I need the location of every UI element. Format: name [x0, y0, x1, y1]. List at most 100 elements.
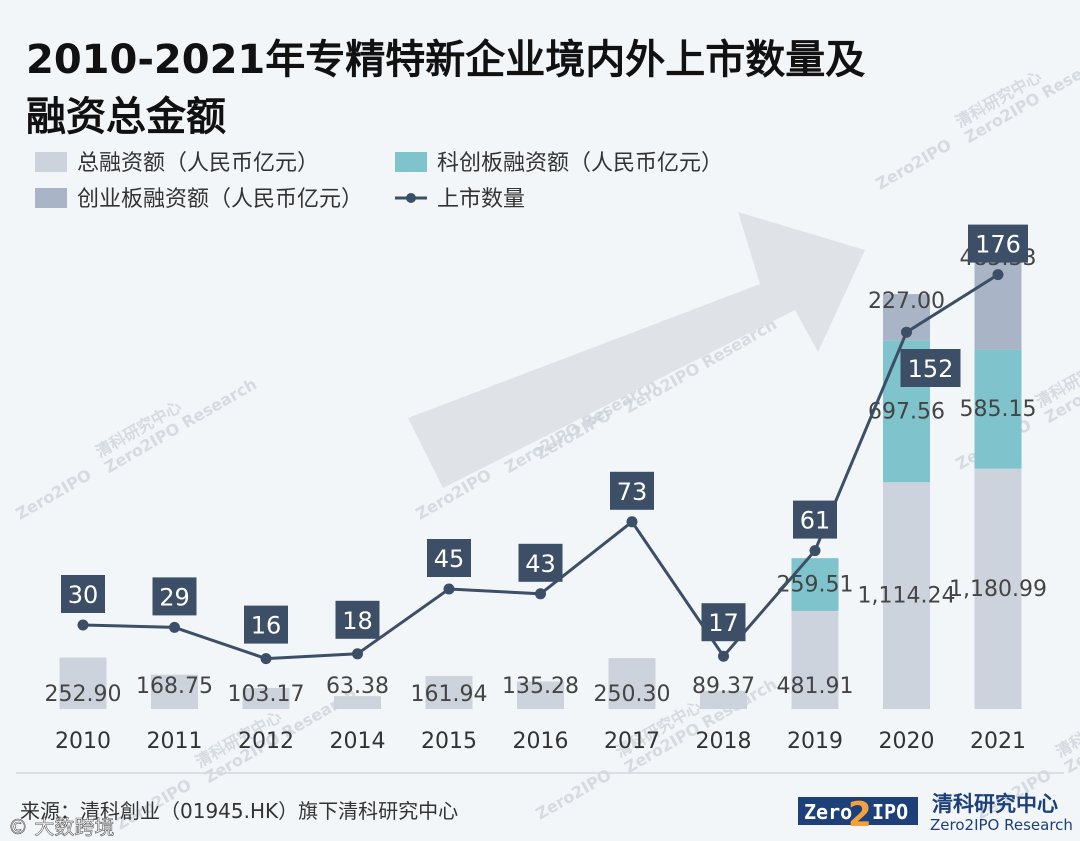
- line-point: [77, 619, 89, 631]
- bar-total: [151, 674, 198, 709]
- line-point: [352, 648, 363, 660]
- count-badge: 29: [152, 577, 197, 616]
- legend-label: 科创板融资额（人民币亿元）: [437, 151, 723, 176]
- count-badge-label: 43: [525, 550, 556, 578]
- data-label-total: 252.90: [45, 682, 122, 707]
- count-badge: 152: [900, 349, 961, 387]
- bar-star: [974, 349, 1022, 469]
- x-tick-label: 2017: [604, 729, 660, 754]
- count-badge-label: 29: [159, 583, 190, 611]
- count-badge: 73: [610, 471, 654, 510]
- legend-item-star: 科创板融资额（人民币亿元）: [395, 151, 723, 176]
- chart-title-line-1: 2010-2021年专精特新企业境内外上市数量及: [26, 37, 865, 83]
- count-badge-box: [244, 605, 288, 644]
- data-label-total: 89.37: [692, 674, 755, 699]
- count-badge: 43: [518, 543, 563, 582]
- bar-total: [517, 681, 564, 709]
- count-badge-box: [968, 224, 1028, 263]
- bar-total: [334, 696, 381, 709]
- bar-gem: [974, 250, 1022, 350]
- x-axis: 2010 2011 2012 2014 2015 2016 2017 2018 2019 2020…: [55, 729, 1026, 754]
- chart-title-line-2: 融资总金额: [26, 94, 226, 140]
- line-point: [626, 516, 638, 528]
- count-badge-box: [427, 539, 471, 577]
- bar-total: [425, 676, 473, 709]
- x-tick-label: 2016: [513, 729, 569, 754]
- count-badge-box: [793, 500, 837, 539]
- watermark-logo: Zero2IPO: [533, 765, 615, 823]
- line-point: [718, 650, 729, 662]
- bar-labels-layer: 252.90 168.75 103.17 63.38 161.94 135.28 250.3…: [45, 246, 1047, 707]
- count-badge-label: 176: [975, 231, 1021, 259]
- legend-swatch: [395, 152, 427, 172]
- count-badge-box: [900, 349, 961, 387]
- legend-item-line: 上市数量: [395, 187, 525, 212]
- legend-swatch: [35, 152, 67, 172]
- count-badge-label: 30: [68, 581, 99, 609]
- logo-box-num: 2: [848, 795, 872, 835]
- x-tick-label: 2020: [879, 729, 935, 754]
- legend: 总融资额（人民币亿元） 科创板融资额（人民币亿元） 创业板融资额（人民币亿元） 上市数…: [35, 151, 723, 212]
- bar-total: [883, 482, 930, 709]
- count-badge-box: [701, 603, 746, 642]
- count-badge: 61: [793, 500, 837, 539]
- count-badge-label: 16: [251, 612, 282, 640]
- line-point: [992, 269, 1004, 281]
- x-tick-label: 2019: [787, 729, 843, 754]
- count-badges-layer: 30 29 16 18 45 43 73 17 61 152 176: [61, 224, 1028, 644]
- legend-label: 上市数量: [437, 187, 525, 212]
- line-layer: [77, 269, 1004, 665]
- x-tick-label: 2011: [147, 729, 203, 754]
- bar-total: [700, 690, 747, 709]
- x-tick-label: 2014: [330, 729, 386, 754]
- watermark-logo: Zero2IPO: [13, 465, 95, 523]
- data-label-total: 103.17: [228, 682, 305, 707]
- data-label-star: 697.56: [868, 399, 945, 424]
- bar-total: [791, 610, 839, 709]
- count-badge-box: [335, 600, 380, 639]
- count-badge-box: [518, 543, 563, 582]
- bar-total: [974, 468, 1022, 709]
- line-point: [260, 653, 272, 665]
- x-tick-label: 2021: [970, 729, 1026, 754]
- line-point: [901, 326, 912, 338]
- copyright-overlay: © 大数跨境: [8, 815, 114, 839]
- x-tick-label: 2015: [421, 729, 477, 754]
- line-point: [535, 588, 546, 600]
- zero2ipo-logo[interactable]: Zero 2 IPO 清科研究中心 Zero2IPO Research: [798, 792, 1073, 835]
- logo-title: 清科研究中心: [932, 792, 1058, 816]
- line-point: [169, 621, 180, 633]
- bars-layer: [59, 250, 1022, 709]
- bar-total: [59, 657, 107, 709]
- data-label-total: 168.75: [136, 674, 213, 699]
- logo-box: [798, 797, 918, 825]
- legend-item-total: 总融资额（人民币亿元）: [35, 151, 319, 176]
- count-badge-box: [61, 575, 105, 613]
- count-badge: 18: [335, 600, 380, 639]
- data-label-total: 1,180.99: [949, 577, 1047, 602]
- trend-arrow: [408, 212, 865, 488]
- data-label-total: 63.38: [326, 674, 389, 699]
- data-label-total: 250.30: [594, 682, 671, 707]
- x-tick-label: 2010: [55, 729, 111, 754]
- data-label-gem: 227.00: [868, 289, 945, 314]
- legend-label: 创业板融资额（人民币亿元）: [77, 187, 363, 212]
- line-point: [809, 545, 821, 557]
- bar-total: [242, 688, 290, 709]
- count-badge-label: 61: [800, 507, 831, 535]
- count-badge-label: 45: [434, 545, 465, 573]
- legend-item-gem: 创业板融资额（人民币亿元）: [35, 187, 363, 212]
- x-tick-label: 2018: [696, 729, 752, 754]
- data-label-star: 259.51: [777, 573, 854, 598]
- logo-box-left: Zero: [804, 800, 852, 824]
- count-badge: 16: [244, 605, 288, 644]
- line-point: [443, 583, 455, 595]
- bar-total: [608, 658, 656, 709]
- legend-label: 总融资额（人民币亿元）: [77, 151, 319, 176]
- count-badge-label: 18: [342, 607, 373, 635]
- count-badge: 45: [427, 539, 471, 577]
- count-badge: 30: [61, 575, 105, 613]
- watermark-logo: Zero2IPO: [873, 135, 955, 193]
